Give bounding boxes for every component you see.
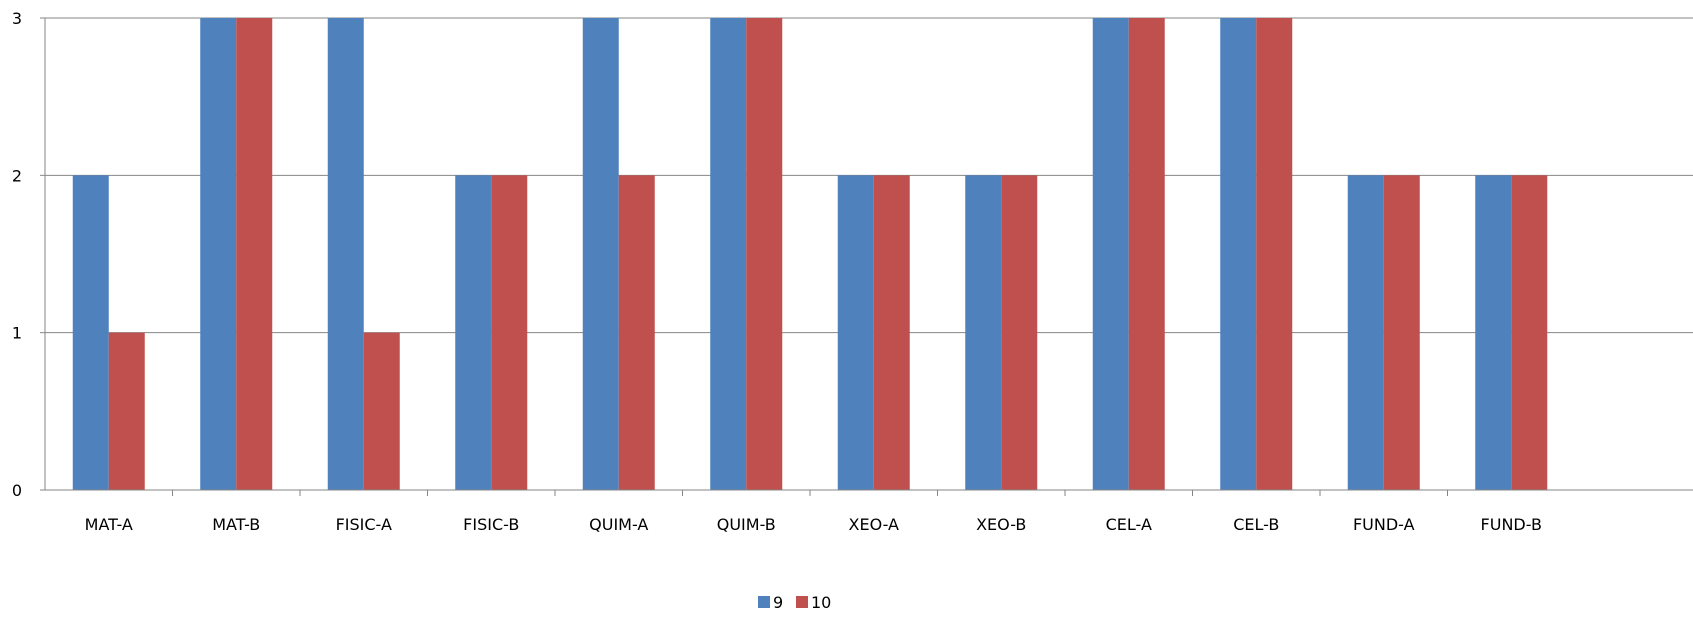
x-tick-label: QUIM-B [717, 515, 776, 534]
bar-xeo-a-series-9 [837, 175, 874, 491]
bar-xeo-a-series-10 [873, 175, 910, 491]
x-tick-label: MAT-B [212, 515, 260, 534]
bar-cel-a-series-9 [1092, 18, 1129, 490]
x-tick-label: FUND-B [1481, 515, 1542, 534]
x-tick-labels: MAT-A MAT-B FISIC-A FISIC-B QUIM-A QUIM-B XEO-… [85, 515, 1542, 534]
x-tick-label: FUND-A [1353, 515, 1415, 534]
y-tick-label: 1 [12, 324, 22, 343]
x-tick-label: XEO-A [849, 515, 900, 534]
x-tick-label: CEL-A [1106, 515, 1152, 534]
x-tick-label: XEO-B [976, 515, 1026, 534]
bar-quim-b-series-9 [710, 18, 747, 490]
bar-fund-a-series-9 [1347, 175, 1384, 491]
bars [72, 18, 1548, 491]
bar-quim-b-series-10 [746, 18, 783, 490]
bar-cel-b-series-10 [1256, 18, 1293, 490]
y-tick-labels: 0 1 2 3 [12, 9, 22, 500]
legend-label-9: 9 [773, 593, 783, 612]
x-tick-label: FISIC-A [336, 515, 392, 534]
bar-fund-a-series-10 [1383, 175, 1420, 491]
bar-fisic-b-series-9 [455, 175, 492, 491]
bar-mat-a-series-9 [72, 175, 109, 491]
bar-quim-a-series-9 [582, 18, 619, 490]
x-tick-label: QUIM-A [589, 515, 648, 534]
bar-fisic-b-series-10 [491, 175, 528, 491]
bar-fund-b-series-10 [1511, 175, 1548, 491]
legend-swatch-9 [758, 596, 770, 608]
bar-mat-a-series-10 [108, 332, 145, 490]
bar-fisic-a-series-10 [363, 332, 400, 490]
y-tick-label: 3 [12, 9, 22, 28]
bar-cel-b-series-9 [1220, 18, 1257, 490]
x-tick-label: FISIC-B [463, 515, 519, 534]
bar-quim-a-series-10 [618, 175, 655, 491]
bar-xeo-b-series-10 [1001, 175, 1038, 491]
legend-swatch-10 [796, 596, 808, 608]
bar-mat-b-series-9 [200, 18, 237, 490]
bar-xeo-b-series-9 [965, 175, 1002, 491]
x-tick-label: CEL-B [1233, 515, 1279, 534]
bar-fund-b-series-9 [1475, 175, 1512, 491]
x-tick-label: MAT-A [85, 515, 133, 534]
legend-label-10: 10 [811, 593, 831, 612]
y-tick-label: 2 [12, 166, 22, 185]
y-tick-label: 0 [12, 481, 22, 500]
legend: 9 10 [758, 593, 831, 612]
axes [40, 17, 1693, 496]
bar-mat-b-series-10 [236, 18, 273, 490]
bar-fisic-a-series-9 [327, 18, 364, 490]
bar-cel-a-series-10 [1128, 18, 1165, 490]
